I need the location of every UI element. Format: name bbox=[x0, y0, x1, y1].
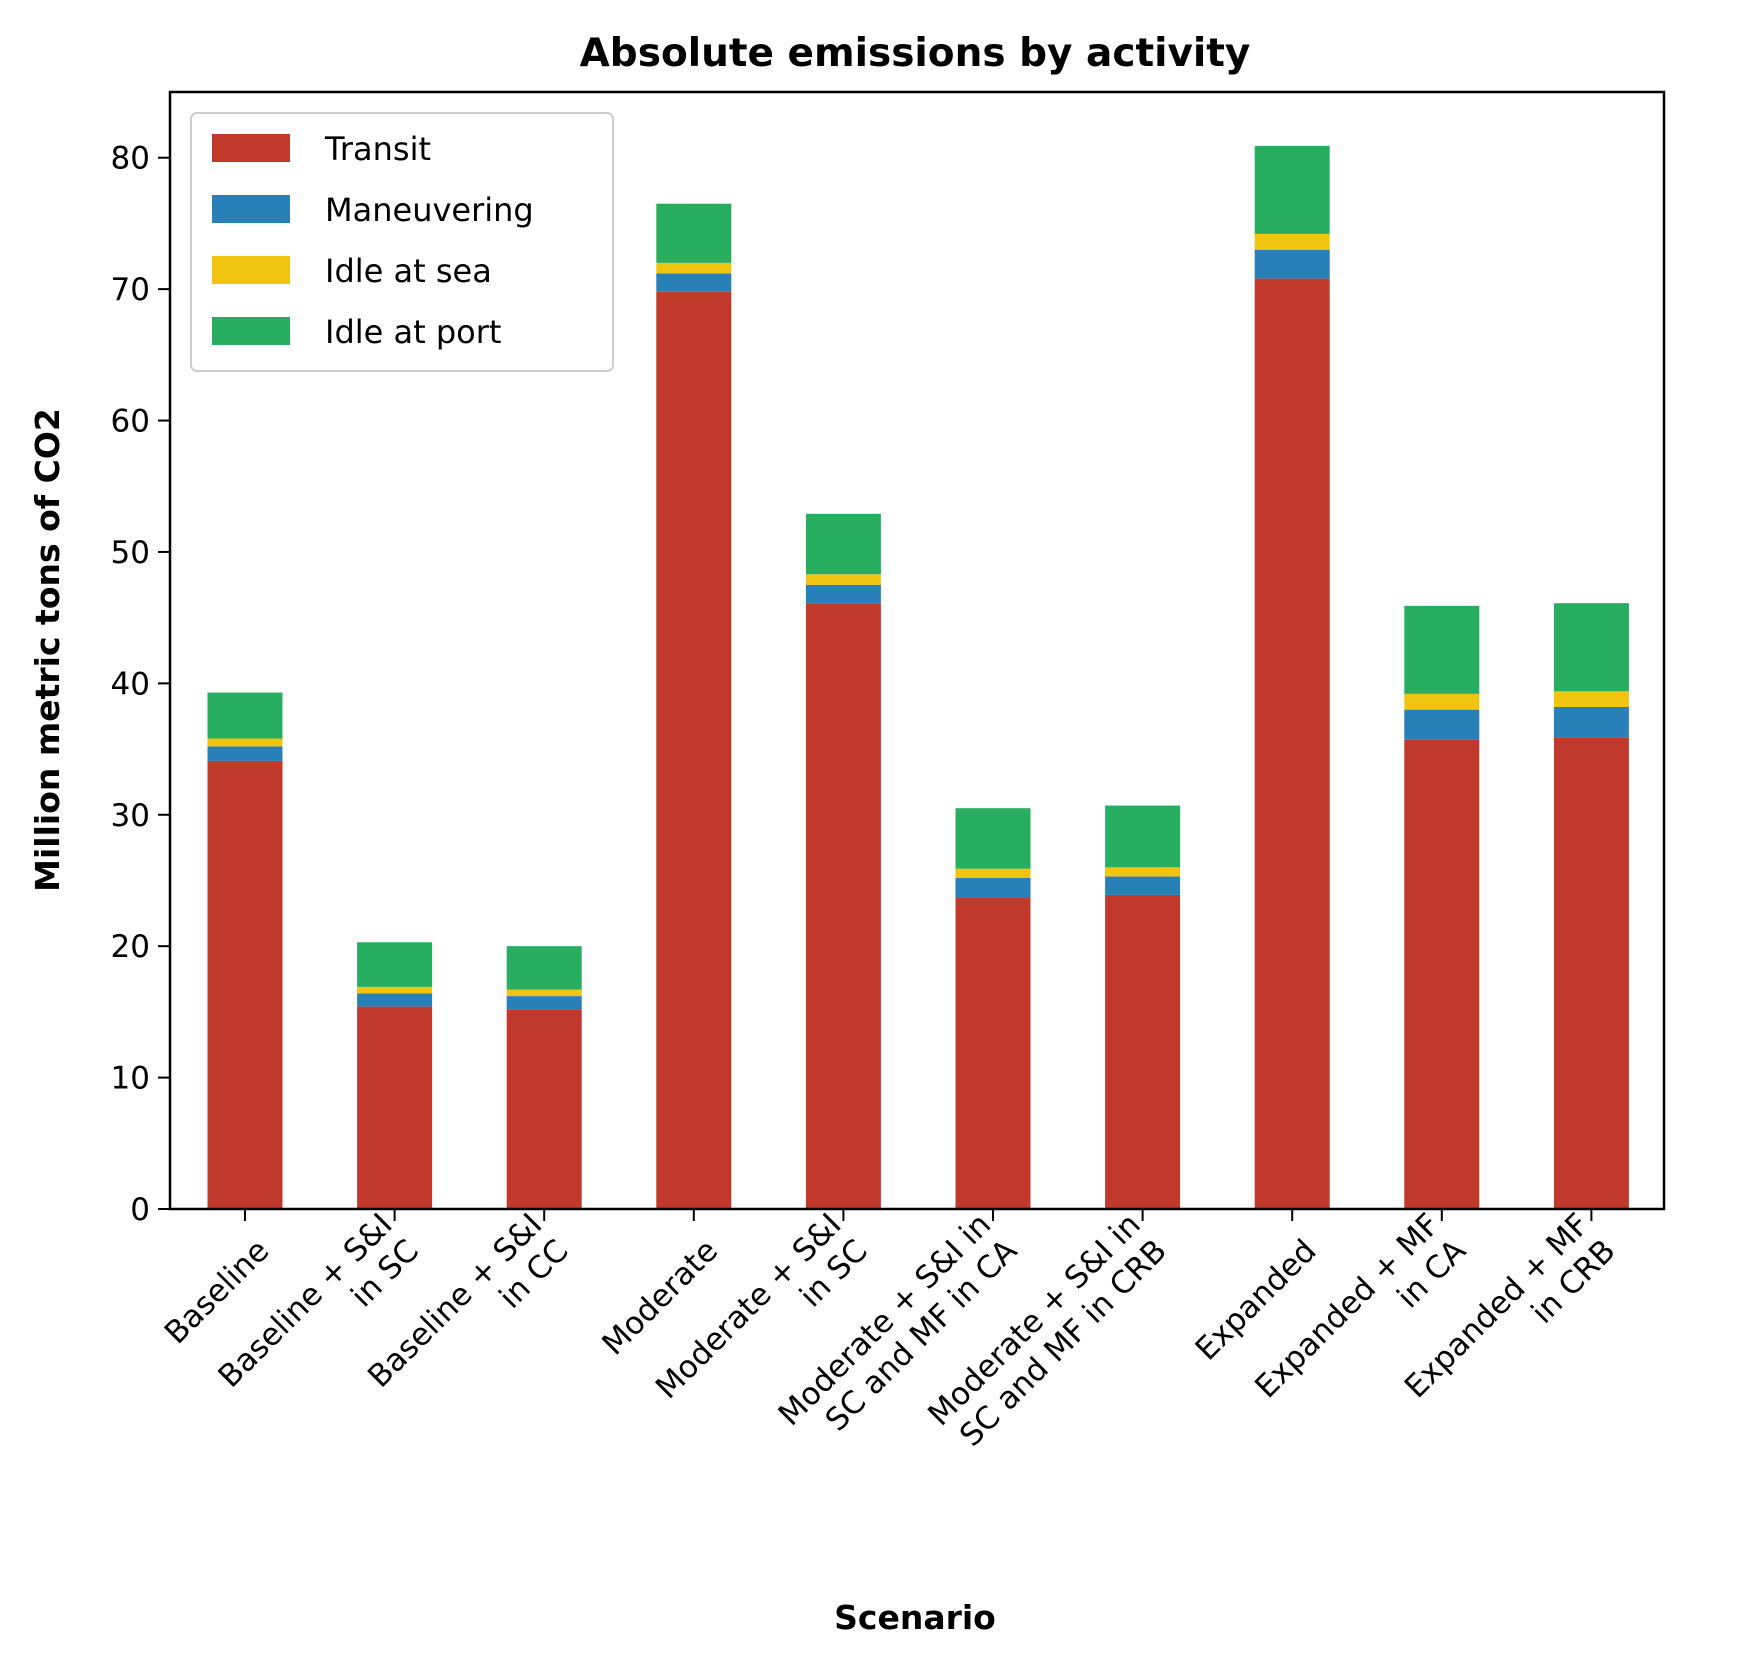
y-tick-label: 30 bbox=[111, 798, 150, 834]
bar-transit-2 bbox=[506, 1009, 582, 1209]
y-tick-label: 70 bbox=[111, 272, 150, 308]
legend-swatch-transit bbox=[212, 134, 290, 162]
bar-maneuvering-1 bbox=[357, 993, 433, 1007]
bars-group bbox=[207, 145, 1629, 1210]
legend-label-idle-at-sea: Idle at sea bbox=[325, 252, 492, 290]
bar-idle-at-port-1 bbox=[357, 942, 433, 987]
legend-label-maneuvering: Maneuvering bbox=[325, 191, 534, 229]
x-axis-label: Scenario bbox=[834, 1598, 996, 1637]
y-tick-label: 40 bbox=[111, 666, 150, 702]
bar-idle-at-sea-0 bbox=[207, 738, 283, 747]
bar-idle-at-port-3 bbox=[656, 203, 732, 263]
bar-transit-0 bbox=[207, 760, 283, 1209]
bar-transit-3 bbox=[656, 291, 732, 1210]
plot-frame bbox=[168, 90, 1666, 1211]
y-tick-label: 60 bbox=[111, 404, 150, 440]
bar-transit-9 bbox=[1553, 737, 1629, 1209]
legend-swatch-idle-at-sea bbox=[212, 256, 290, 284]
bar-idle-at-port-7 bbox=[1254, 145, 1330, 234]
bar-maneuvering-5 bbox=[955, 877, 1031, 898]
y-tick-label: 10 bbox=[111, 1061, 150, 1097]
bar-maneuvering-8 bbox=[1404, 709, 1480, 740]
bar-maneuvering-9 bbox=[1553, 707, 1629, 738]
legend-label-transit: Transit bbox=[324, 130, 431, 168]
legend: Transit Maneuvering Idle at sea Idle at por… bbox=[190, 112, 614, 372]
bar-maneuvering-6 bbox=[1105, 876, 1181, 895]
bar-idle-at-port-6 bbox=[1105, 805, 1181, 868]
bar-idle-at-sea-5 bbox=[955, 868, 1031, 878]
bar-idle-at-sea-9 bbox=[1553, 691, 1629, 708]
bar-transit-1 bbox=[357, 1006, 433, 1209]
bar-idle-at-port-8 bbox=[1404, 605, 1480, 694]
bar-maneuvering-3 bbox=[656, 273, 732, 292]
bar-idle-at-sea-3 bbox=[656, 262, 732, 274]
bar-idle-at-port-9 bbox=[1553, 603, 1629, 692]
y-axis-label: Million metric tons of CO2 bbox=[28, 408, 67, 892]
bar-transit-6 bbox=[1105, 894, 1181, 1209]
bar-idle-at-sea-4 bbox=[805, 574, 881, 585]
bar-idle-at-sea-8 bbox=[1404, 693, 1480, 710]
bar-maneuvering-0 bbox=[207, 746, 283, 761]
bar-transit-4 bbox=[805, 603, 881, 1209]
bar-idle-at-sea-7 bbox=[1254, 233, 1330, 250]
legend-label-idle-at-port: Idle at port bbox=[325, 313, 501, 351]
legend-frame bbox=[190, 112, 614, 372]
bar-idle-at-sea-2 bbox=[506, 989, 582, 997]
legend-swatch-idle-at-port bbox=[212, 317, 290, 345]
bar-idle-at-port-0 bbox=[207, 692, 283, 739]
bar-transit-5 bbox=[955, 897, 1031, 1209]
bar-transit-7 bbox=[1254, 278, 1330, 1209]
y-tick-label: 0 bbox=[130, 1192, 150, 1228]
bar-idle-at-sea-1 bbox=[357, 986, 433, 994]
chart-title: Absolute emissions by activity bbox=[580, 31, 1251, 76]
bar-idle-at-port-5 bbox=[955, 808, 1031, 869]
y-tick-label: 80 bbox=[111, 141, 150, 177]
bar-maneuvering-4 bbox=[805, 584, 881, 604]
bar-idle-at-sea-6 bbox=[1105, 867, 1181, 877]
bar-maneuvering-2 bbox=[506, 996, 582, 1010]
bar-maneuvering-7 bbox=[1254, 249, 1330, 279]
bar-idle-at-port-2 bbox=[506, 946, 582, 990]
bar-transit-8 bbox=[1404, 739, 1480, 1209]
y-tick-label: 20 bbox=[111, 929, 150, 965]
legend-swatch-maneuvering bbox=[212, 195, 290, 223]
bar-idle-at-port-4 bbox=[805, 513, 881, 575]
y-axis: 0 10 20 30 40 50 60 70 80 bbox=[111, 141, 170, 1228]
y-tick-label: 50 bbox=[111, 535, 150, 571]
